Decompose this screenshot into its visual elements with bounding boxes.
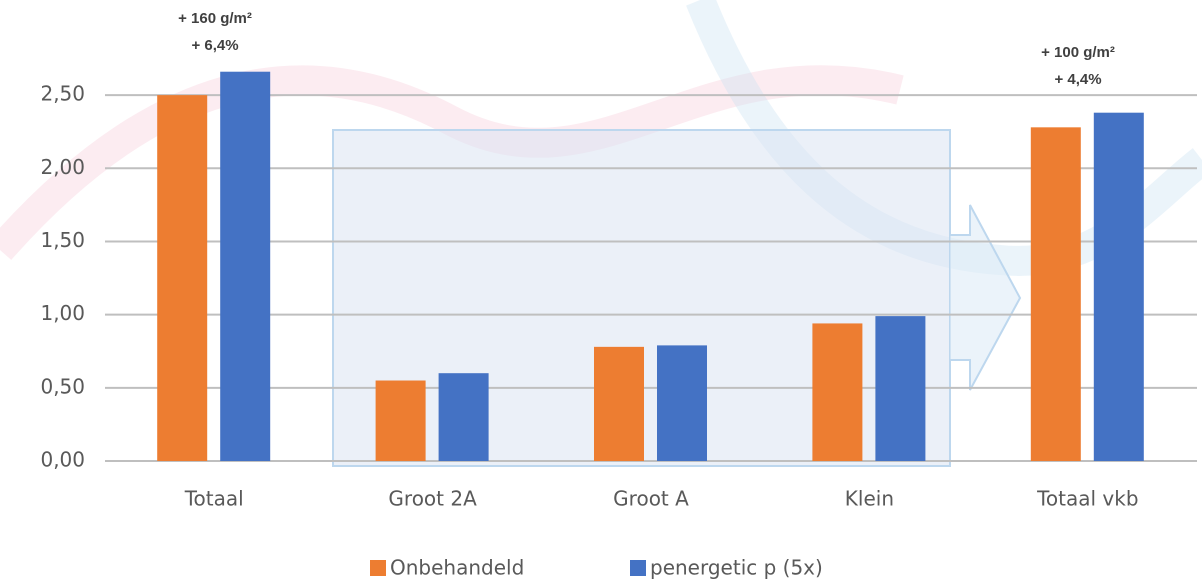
bar (157, 95, 208, 461)
y-tick-label: 1,00 (40, 301, 85, 325)
annotation: + 4,4% (1054, 71, 1101, 88)
bar (1030, 127, 1081, 462)
annotation: + 6,4% (191, 37, 238, 54)
y-tick-label: 2,50 (40, 82, 85, 106)
legend-label: Onbehandeld (390, 556, 524, 580)
x-tick-label: Groot 2A (388, 487, 477, 511)
legend-label: penergetic p (5x) (650, 556, 823, 580)
bar (594, 346, 644, 461)
y-tick-label: 2,00 (40, 155, 85, 179)
annotation: + 100 g/m² (1041, 44, 1115, 61)
bar (375, 380, 426, 461)
bar (875, 316, 926, 461)
bar (438, 373, 489, 461)
y-tick-label: 0,50 (40, 374, 85, 398)
y-tick-label: 1,50 (40, 228, 85, 252)
bar (1093, 112, 1144, 461)
legend-swatch (370, 560, 386, 576)
annotation: + 160 g/m² (178, 10, 252, 27)
legend-swatch (630, 560, 646, 576)
x-tick-label: Totaal vkb (1036, 487, 1138, 511)
bar (220, 71, 271, 461)
x-tick-label: Groot A (613, 487, 689, 511)
bar (812, 323, 863, 461)
bar (657, 345, 707, 461)
x-tick-label: Totaal (184, 487, 244, 511)
y-tick-label: 0,00 (40, 448, 85, 472)
x-tick-label: Klein (845, 487, 894, 511)
